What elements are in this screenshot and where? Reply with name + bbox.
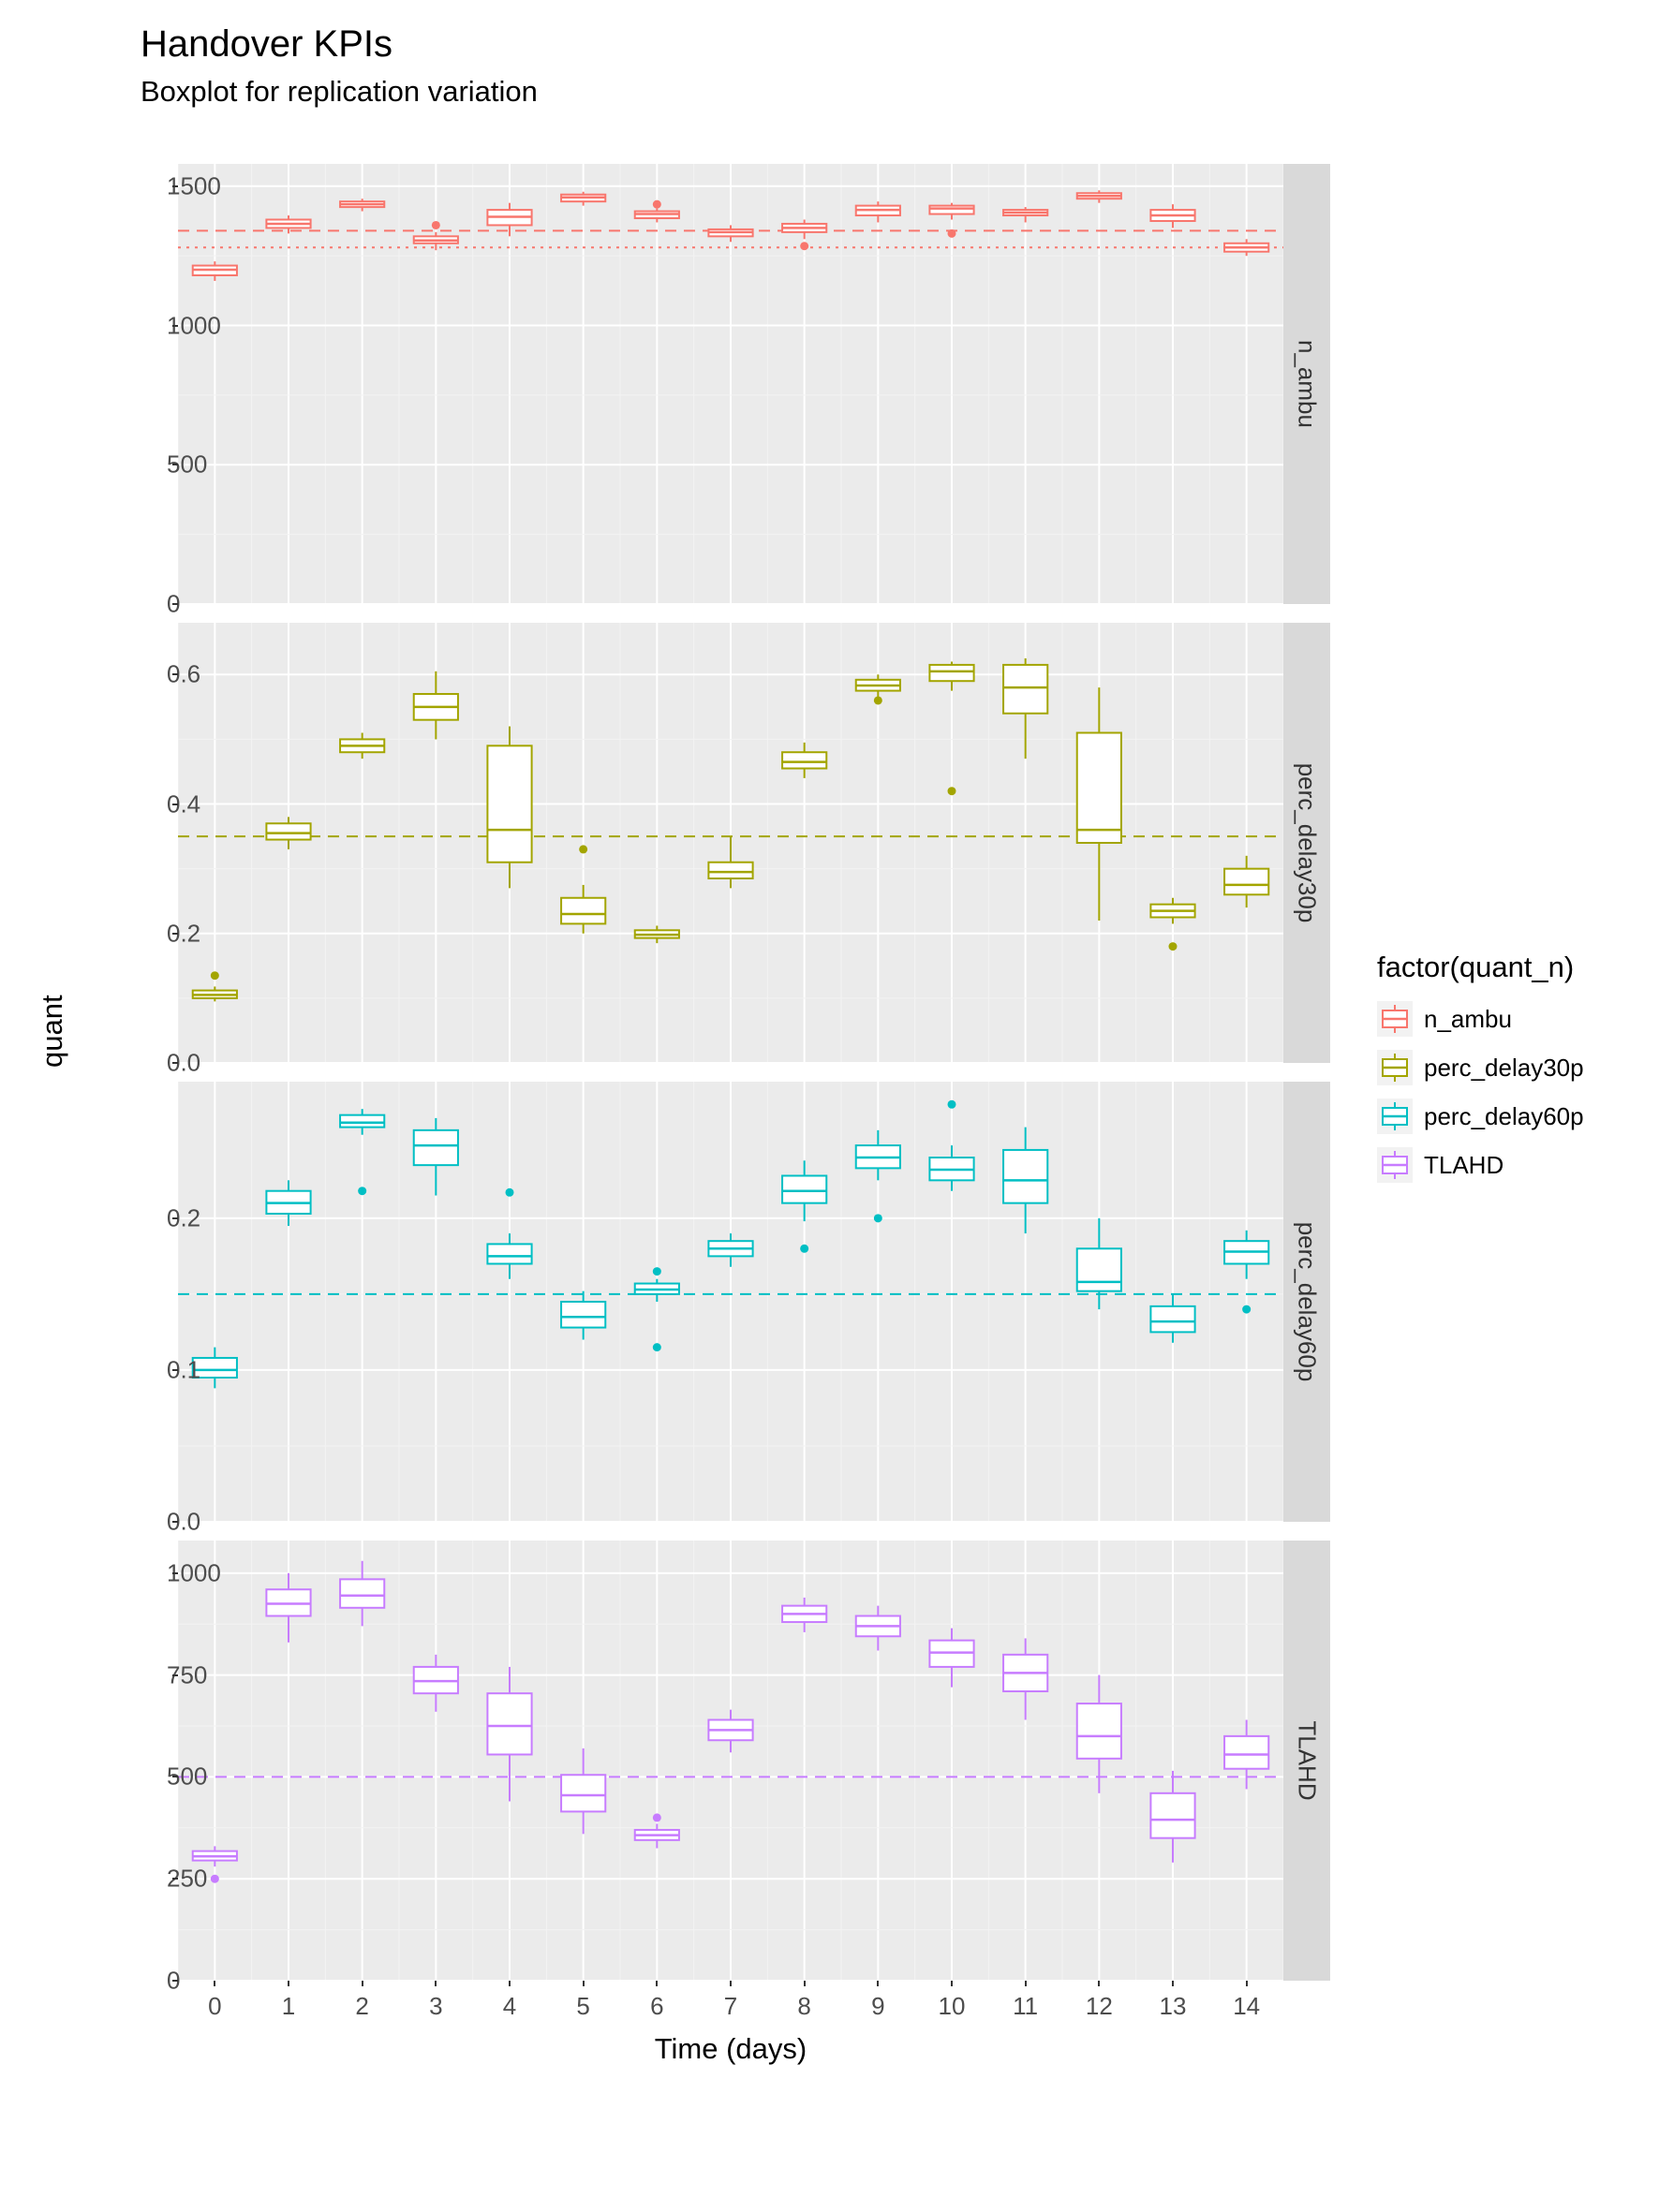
chart-subtitle: Boxplot for replication variation (141, 75, 538, 109)
x-tick-mark (730, 1981, 732, 1986)
x-tick-mark (362, 1981, 363, 1986)
x-tick-mark (583, 1981, 585, 1986)
legend-title: factor(quant_n) (1377, 951, 1584, 984)
x-tick-mark (951, 1981, 953, 1986)
legend-item: n_ambu (1377, 1001, 1584, 1037)
x-tick-label: 1 (282, 1992, 295, 2021)
x-tick-mark (877, 1981, 879, 1986)
y-tick-mark (172, 185, 178, 187)
y-tick-mark (172, 1062, 178, 1064)
x-tick-label: 4 (503, 1992, 516, 2021)
x-tick-mark (656, 1981, 658, 1986)
facet-strip: perc_delay60p (1283, 1082, 1330, 1522)
facet-panel-n_ambu: n_ambu050010001500 (178, 164, 1330, 604)
x-tick-mark (804, 1981, 806, 1986)
x-tick-mark (1172, 1981, 1174, 1986)
chart-root: Handover KPIs Boxplot for replication va… (0, 0, 1659, 2212)
x-tick-mark (1025, 1981, 1027, 1986)
x-tick-mark (214, 1981, 215, 1986)
legend-item: TLAHD (1377, 1147, 1584, 1183)
legend-key-icon (1377, 1099, 1413, 1134)
x-tick-label: 7 (724, 1992, 737, 2021)
y-tick-mark (172, 1674, 178, 1676)
y-tick-mark (172, 1572, 178, 1574)
x-tick-label: 12 (1086, 1992, 1113, 2021)
y-tick-mark (172, 1369, 178, 1371)
facet-panel-TLAHD: TLAHD02505007501000 (178, 1541, 1330, 1981)
y-tick-mark (172, 603, 178, 605)
x-tick-label: 8 (797, 1992, 810, 2021)
legend-key-icon (1377, 1147, 1413, 1183)
facet-strip: n_ambu (1283, 164, 1330, 604)
chart-title: Handover KPIs (141, 23, 393, 66)
y-tick-mark (172, 804, 178, 805)
facet-panel-perc_delay30p: perc_delay30p0.00.20.40.6 (178, 623, 1330, 1063)
legend-label: n_ambu (1424, 1005, 1512, 1034)
x-tick-label: 10 (939, 1992, 966, 2021)
x-axis-title: Time (days) (655, 2032, 807, 2066)
legend-label: perc_delay30p (1424, 1054, 1584, 1083)
facet-strip: perc_delay30p (1283, 623, 1330, 1063)
legend-key-icon (1377, 1050, 1413, 1085)
y-tick-mark (172, 1521, 178, 1523)
legend-label: TLAHD (1424, 1151, 1503, 1180)
y-tick-mark (172, 933, 178, 935)
legend-key-icon (1377, 1001, 1413, 1037)
facet-panel-perc_delay60p: perc_delay60p0.00.10.2 (178, 1082, 1330, 1522)
facet-strip-label: perc_delay60p (1293, 1222, 1322, 1382)
legend-label: perc_delay60p (1424, 1102, 1584, 1131)
facet-strip-label: TLAHD (1293, 1720, 1322, 1800)
facet-strip-label: perc_delay30p (1293, 763, 1322, 923)
legend-item: perc_delay60p (1377, 1099, 1584, 1134)
x-tick-label: 0 (208, 1992, 221, 2021)
facet-strip-label: n_ambu (1293, 340, 1322, 428)
x-tick-label: 6 (650, 1992, 663, 2021)
x-tick-mark (435, 1981, 437, 1986)
y-tick-mark (172, 1980, 178, 1982)
y-tick-mark (172, 673, 178, 675)
x-tick-label: 2 (355, 1992, 368, 2021)
y-tick-mark (172, 325, 178, 327)
y-axis-title: quant (36, 995, 69, 1068)
x-tick-mark (1098, 1981, 1100, 1986)
x-tick-label: 9 (871, 1992, 884, 2021)
x-tick-label: 5 (576, 1992, 589, 2021)
x-tick-mark (288, 1981, 289, 1986)
x-tick-label: 11 (1013, 1992, 1038, 2021)
y-tick-mark (172, 464, 178, 465)
x-tick-label: 3 (429, 1992, 442, 2021)
legend-item: perc_delay30p (1377, 1050, 1584, 1085)
x-tick-mark (1246, 1981, 1248, 1986)
legend: factor(quant_n) n_ambu perc_delay30p perc_d… (1377, 951, 1584, 1196)
x-tick-label: 13 (1160, 1992, 1187, 2021)
facet-strip: TLAHD (1283, 1541, 1330, 1981)
y-tick-mark (172, 1878, 178, 1880)
x-tick-mark (509, 1981, 511, 1986)
x-tick-label: 14 (1233, 1992, 1260, 2021)
y-tick-mark (172, 1776, 178, 1777)
y-tick-mark (172, 1217, 178, 1219)
